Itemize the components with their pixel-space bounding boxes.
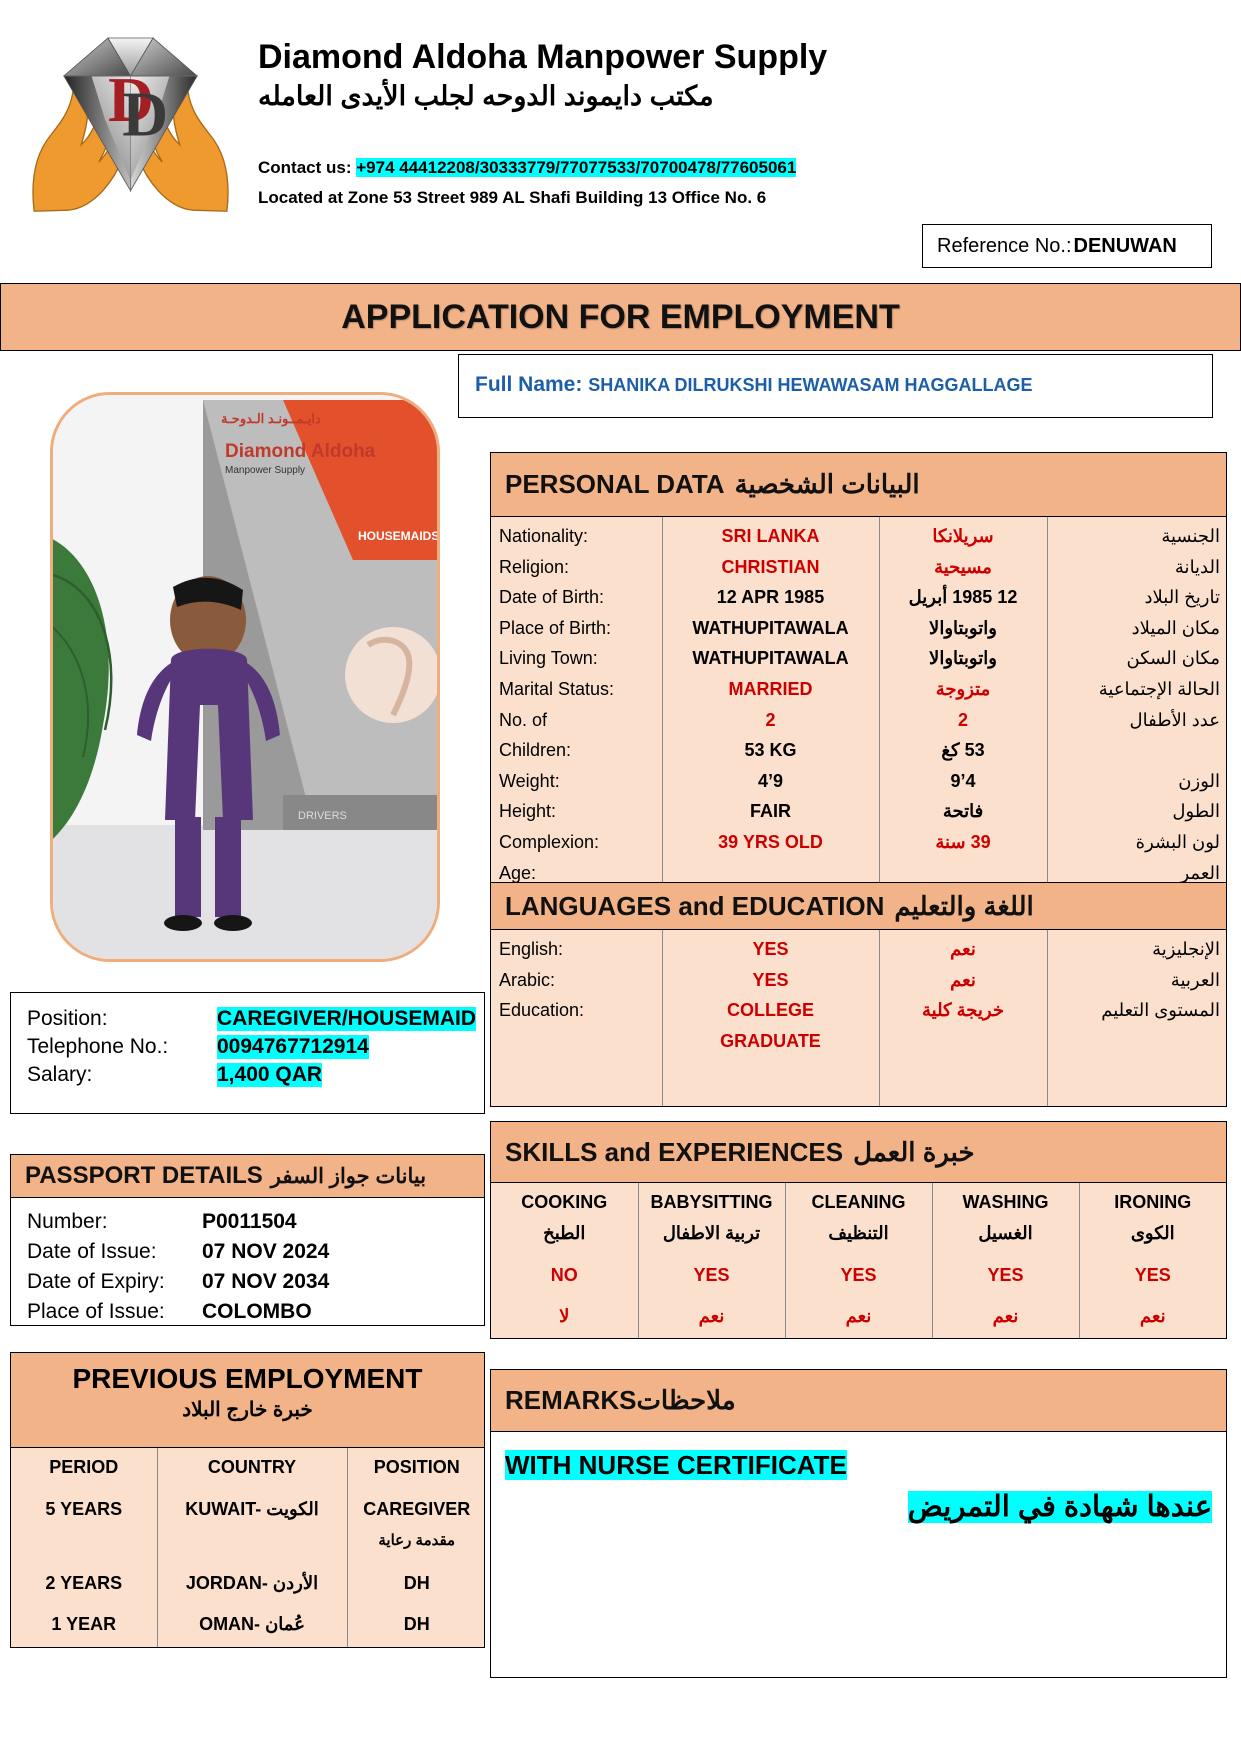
svg-text:دايـمــونـد الـدوحـة: دايـمــونـد الـدوحـة — [221, 411, 321, 427]
svg-text:Diamond Aldoha: Diamond Aldoha — [225, 441, 376, 462]
svg-text:D: D — [122, 78, 168, 149]
svg-text:Manpower Supply: Manpower Supply — [225, 465, 305, 476]
svg-text:HOUSEMAIDS: HOUSEMAIDS — [358, 529, 439, 543]
svg-text:DRIVERS: DRIVERS — [298, 810, 347, 822]
